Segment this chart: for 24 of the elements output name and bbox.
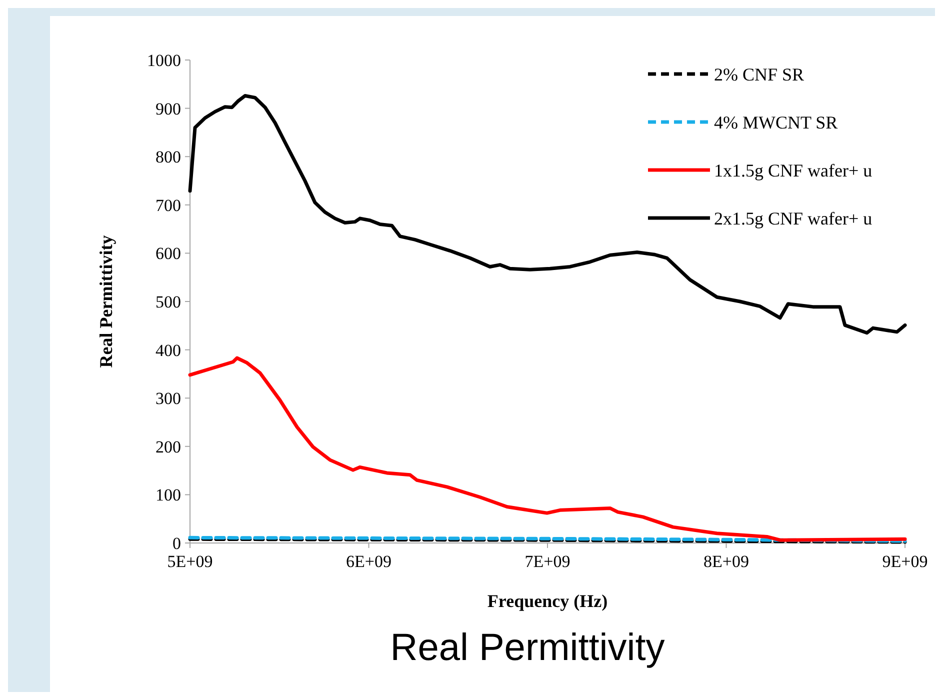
- y-tick-label: 200: [156, 437, 181, 456]
- y-tick-label: 800: [156, 148, 181, 167]
- legend-label: 1x1.5g CNF wafer+ u: [714, 160, 872, 180]
- legend-label: 2% CNF SR: [714, 64, 804, 84]
- x-tick-label: 7E+09: [524, 552, 570, 571]
- text: Real Permittivity: [390, 627, 665, 669]
- x-tick-label: 6E+09: [346, 552, 392, 571]
- y-tick-label: 900: [156, 99, 181, 118]
- line-series: [188, 94, 907, 335]
- y-axis-title: Real Permittivity: [96, 235, 116, 368]
- x-axis-title: Frequency (Hz): [487, 591, 608, 611]
- y-tick-label: 400: [156, 340, 181, 360]
- y-tick-label: 600: [156, 244, 181, 264]
- x-tick-label: 8E+09: [704, 552, 749, 571]
- y-tick-label: 700: [156, 196, 181, 215]
- y-tick-label: 100: [156, 486, 181, 505]
- x-tick-label: 9E+09: [882, 552, 928, 571]
- y-tick-label: 0: [172, 534, 181, 553]
- legend-label: 2x1.5g CNF wafer+ u: [714, 208, 872, 228]
- x-tick-label: 5E+09: [167, 552, 213, 571]
- y-tick-label: 500: [156, 292, 181, 312]
- legend-label: 4% MWCNT SR: [714, 112, 838, 132]
- y-tick-label: 1000: [147, 50, 181, 70]
- y-tick-label: 300: [156, 389, 181, 408]
